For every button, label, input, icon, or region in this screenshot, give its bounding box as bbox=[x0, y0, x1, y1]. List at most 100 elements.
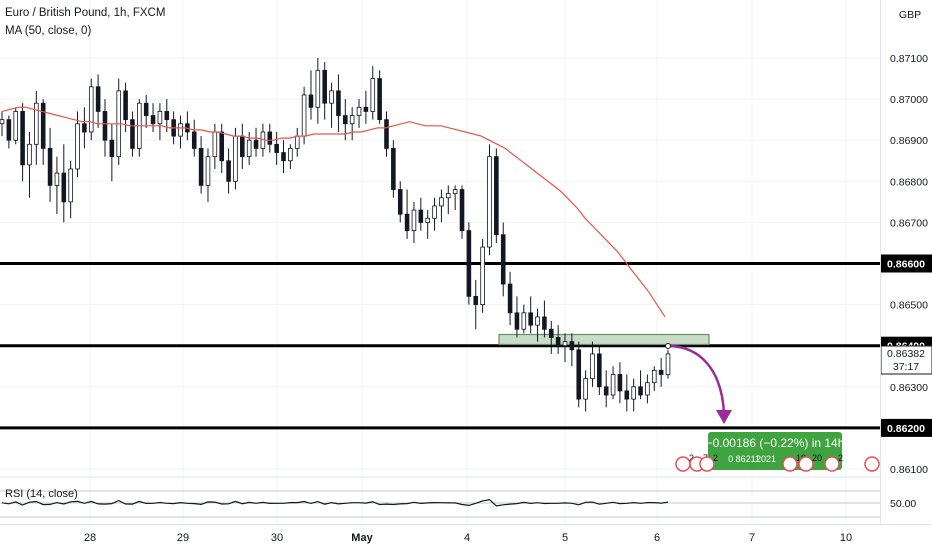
zone-rectangle bbox=[498, 333, 710, 346]
candle-body bbox=[397, 189, 403, 215]
countdown-label: 37:17 bbox=[893, 361, 919, 373]
candle-body bbox=[20, 111, 25, 166]
candle-body bbox=[494, 156, 499, 236]
candle-body bbox=[349, 115, 355, 125]
time-tick-label: 6 bbox=[654, 532, 660, 544]
candle-body bbox=[274, 143, 279, 153]
candle-body bbox=[631, 386, 636, 400]
candle-body bbox=[624, 390, 630, 400]
candle-body bbox=[123, 90, 128, 121]
candle-body bbox=[638, 386, 643, 396]
candle-body bbox=[487, 156, 492, 248]
candle-body bbox=[432, 205, 437, 219]
candle-body bbox=[308, 94, 314, 108]
price-tick-label: 0.86800 bbox=[890, 176, 928, 188]
price-tick-label: 0.86500 bbox=[890, 300, 928, 312]
projection-subtext-2: 2021 bbox=[756, 454, 776, 464]
candle-body bbox=[514, 312, 520, 330]
level-price-box bbox=[881, 418, 932, 437]
current-price-label: 0.86382 bbox=[887, 348, 925, 360]
time-tick-label: 28 bbox=[84, 532, 96, 544]
candle-body bbox=[246, 139, 252, 158]
time-tick-label: 10 bbox=[840, 532, 852, 544]
current-price-box bbox=[880, 345, 932, 375]
candle-body bbox=[102, 111, 108, 141]
candle-body bbox=[665, 353, 671, 375]
event-badge-icon[interactable] bbox=[699, 456, 715, 472]
candle-body bbox=[617, 374, 623, 392]
candle-body bbox=[143, 102, 149, 116]
event-badge-icon[interactable] bbox=[798, 456, 814, 472]
event-badge-count: 2 bbox=[713, 453, 718, 463]
level-price-label: 0.86200 bbox=[887, 423, 925, 435]
price-tick-label: 0.86900 bbox=[890, 135, 928, 147]
candle-body bbox=[658, 369, 664, 375]
candle-body bbox=[439, 197, 444, 207]
projection-subtext: 0.86211 bbox=[728, 454, 760, 464]
candle-body bbox=[6, 119, 12, 141]
price-tick-label: 0.86700 bbox=[890, 217, 928, 229]
ma-indicator-label: MA (50, close, 0) bbox=[5, 25, 92, 37]
event-badge-count: 20 bbox=[812, 453, 822, 463]
candle-body bbox=[555, 337, 561, 347]
event-badge-icon[interactable] bbox=[675, 456, 691, 472]
candle-body bbox=[384, 119, 389, 149]
candle-body bbox=[473, 295, 479, 306]
candle-body bbox=[95, 86, 101, 112]
candle-body bbox=[363, 106, 369, 112]
time-tick-label: May bbox=[351, 532, 373, 544]
candle-body bbox=[178, 123, 183, 137]
candle-body bbox=[253, 139, 259, 149]
projection-arrow bbox=[667, 344, 726, 415]
event-badge-count: 2 bbox=[838, 453, 843, 463]
candle-body bbox=[603, 386, 609, 396]
candle-body bbox=[226, 160, 231, 182]
candle-body bbox=[54, 172, 60, 186]
time-tick-label: 5 bbox=[562, 532, 568, 544]
candle-body bbox=[583, 378, 588, 400]
candle-body bbox=[61, 172, 67, 203]
projection-start-dot bbox=[665, 343, 671, 349]
candle-body bbox=[267, 131, 273, 145]
candle-body bbox=[452, 189, 458, 195]
event-badge-icon[interactable] bbox=[782, 456, 798, 472]
candle-body bbox=[645, 382, 650, 396]
event-badges[interactable]: 27210202 bbox=[675, 453, 880, 472]
event-badge-count: 10 bbox=[796, 453, 806, 463]
candle-body bbox=[82, 123, 87, 133]
candle-body bbox=[281, 152, 286, 162]
event-badge-icon[interactable] bbox=[864, 456, 880, 472]
time-tick-label: 7 bbox=[749, 532, 755, 544]
candle-body bbox=[597, 353, 602, 388]
time-axis-labels: 28 29 30 May 4 5 6 7 10 bbox=[84, 532, 852, 544]
rsi-axis-label: 50.00 bbox=[890, 498, 916, 510]
ma-line bbox=[1, 106, 666, 318]
candle-body bbox=[411, 209, 417, 232]
candle-body bbox=[548, 328, 554, 338]
event-badge-count: 2 bbox=[689, 453, 694, 463]
candle-body bbox=[198, 148, 204, 186]
level-price-box bbox=[881, 254, 932, 273]
price-tick-label: 0.86300 bbox=[890, 382, 928, 394]
currency-label: GBP bbox=[899, 9, 921, 21]
candle-body bbox=[219, 131, 224, 162]
candle-body bbox=[150, 115, 156, 125]
candle-body bbox=[542, 316, 547, 330]
candle-body bbox=[88, 86, 94, 133]
time-tick-label: 29 bbox=[177, 532, 189, 544]
candle-body bbox=[329, 90, 334, 104]
candle-body bbox=[75, 123, 80, 170]
chart-title: Euro / British Pound, 1h, FXCM bbox=[5, 7, 166, 19]
candle-body bbox=[569, 341, 575, 351]
candle-body bbox=[446, 193, 451, 199]
candle-body bbox=[130, 119, 135, 149]
projection-arrowhead bbox=[716, 410, 732, 424]
projection-text: −0.00186 (−0.22%) in 14h bbox=[706, 436, 845, 450]
event-badge-icon[interactable] bbox=[824, 456, 840, 472]
candle-body bbox=[47, 148, 53, 186]
candle-body bbox=[651, 369, 657, 384]
price-tick-label: 0.87100 bbox=[890, 53, 928, 65]
candle-body bbox=[590, 353, 595, 379]
